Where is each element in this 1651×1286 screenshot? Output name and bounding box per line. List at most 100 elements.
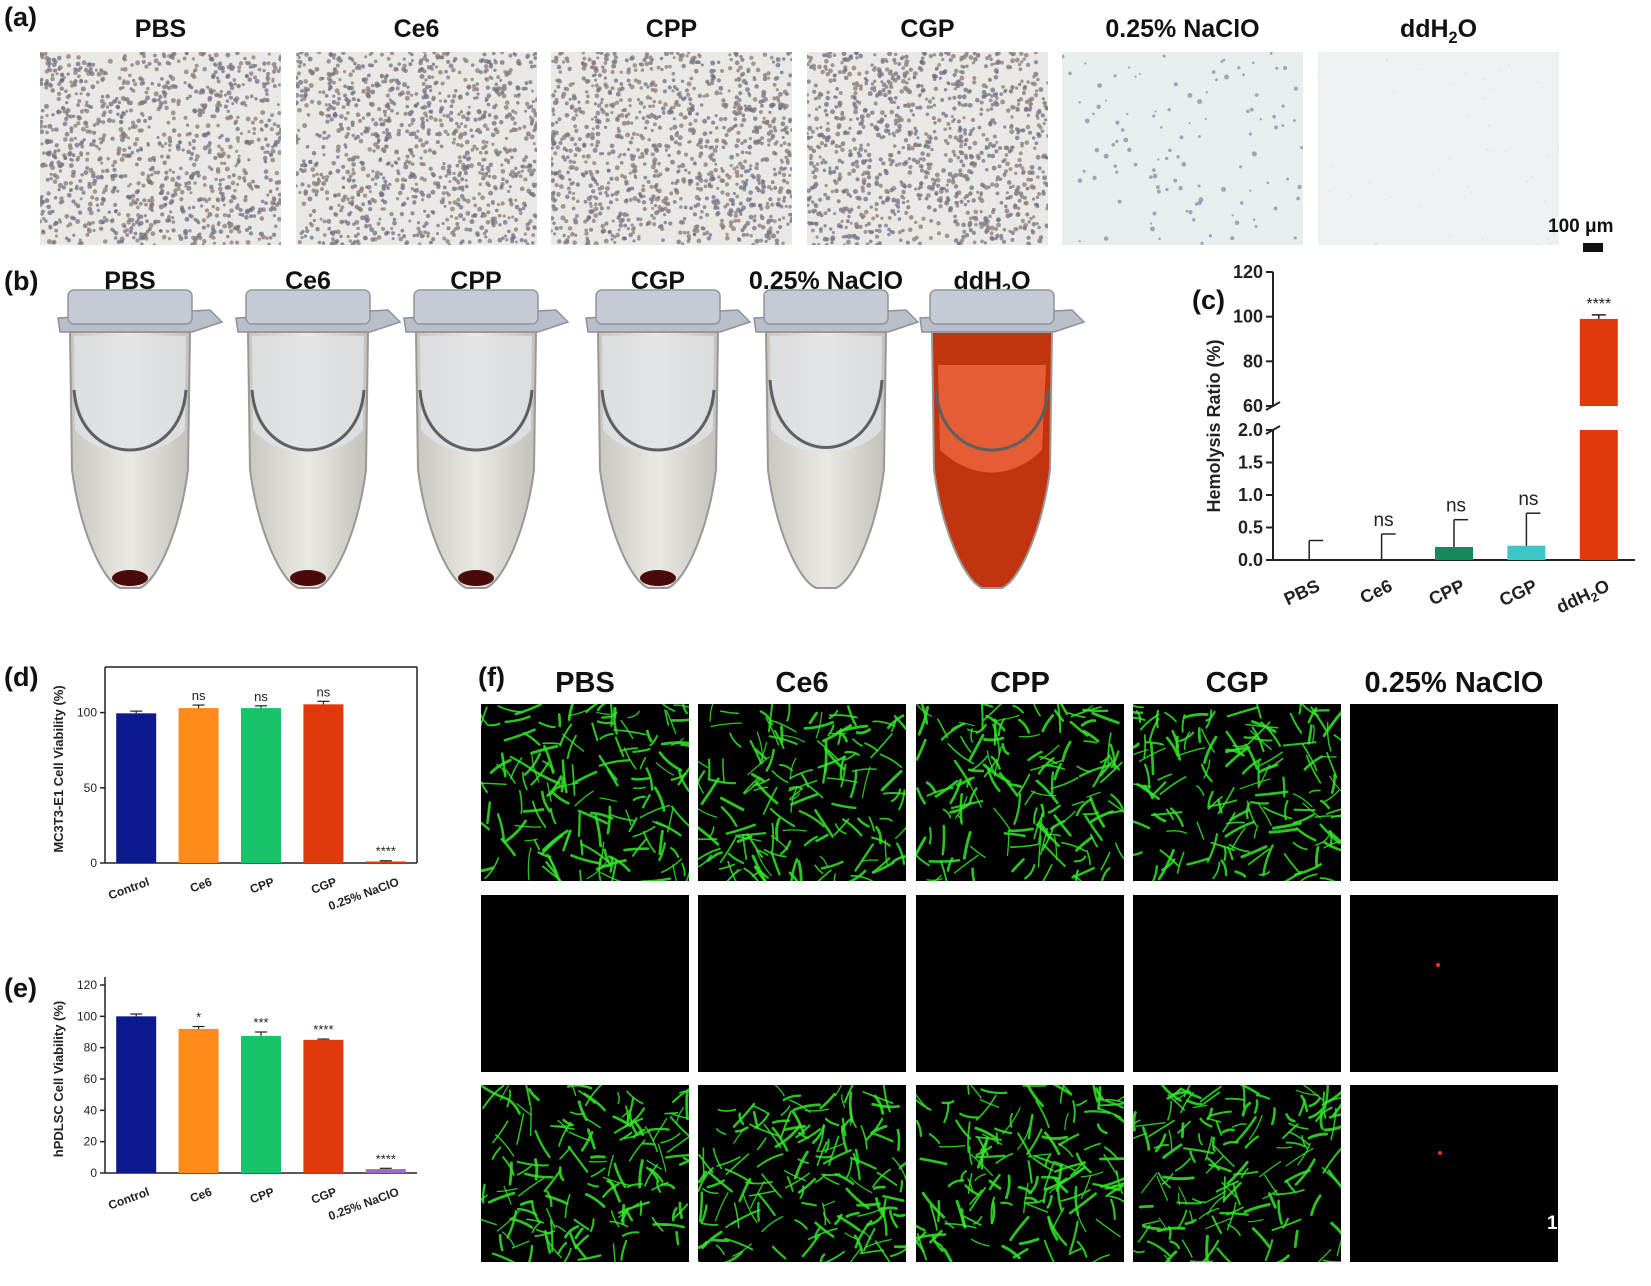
- chart-c-xtick-ddh2o: ddH2O: [1553, 575, 1614, 620]
- chart-d-mc3t3-viability: 0 50 100 MC3T3-E1 Cell Viability (%) Control…: [51, 666, 418, 913]
- panel-a-header-cgp: CGP: [900, 15, 955, 43]
- chart-e-ytick-80: 80: [84, 1041, 98, 1055]
- chart-c-sig-ce6: ns: [1374, 510, 1394, 531]
- tube-cgp: [585, 289, 752, 589]
- chart-e-ytick-0: 0: [90, 1166, 97, 1180]
- panel-a-label: (a): [4, 2, 37, 32]
- tube-0-25-naclo: [753, 289, 920, 589]
- panel-f-header-0-25-naclo: 0.25% NaClO: [1364, 667, 1544, 699]
- chart-d-bar-cgp: [303, 704, 344, 863]
- panel-f-image-row3-0-25-naclo: [1350, 1085, 1558, 1262]
- chart-e-ylabel: hPDLSC Cell Viability (%): [51, 1001, 66, 1158]
- chart-c-ylabel: Hemolysis Ratio (%): [1204, 339, 1224, 512]
- chart-d-ytick-50: 50: [84, 781, 98, 795]
- panel-f-image-row1-cgp: [1133, 704, 1341, 881]
- chart-d-bar-ce6: [178, 708, 219, 863]
- panel-f-image-row3-pbs: [481, 1085, 689, 1262]
- panel-a-micrograph-ce6: [296, 52, 537, 245]
- chart-d-sig-0-25-naclo: ****: [376, 844, 396, 859]
- chart-c-hemolysis: 60 80 100 120 0.0 0.5 1.0 1.5 2.0 Hemolysis Ratio…: [1204, 262, 1635, 620]
- panel-f-header-cgp: CGP: [1205, 667, 1269, 699]
- chart-d-ylabel: MC3T3-E1 Cell Viability (%): [51, 685, 66, 852]
- panel-f-image-row3-ce6: [698, 1085, 906, 1262]
- chart-d-bar-control: [116, 713, 157, 863]
- chart-c-ytick-upper-120: 120: [1233, 262, 1263, 282]
- chart-e-bar-ce6: [178, 1028, 219, 1173]
- chart-e-ytick-20: 20: [84, 1135, 98, 1149]
- chart-e-ytick-120: 120: [77, 978, 97, 992]
- panel-d-label: (d): [4, 662, 39, 692]
- chart-c-xtick-cgp: CGP: [1496, 575, 1540, 610]
- panel-a-header-ce6: Ce6: [393, 15, 440, 43]
- chart-d-sig-cpp: ns: [254, 689, 268, 704]
- chart-c-sig-ddh2o: ****: [1586, 296, 1611, 313]
- panel-a-micrograph-cgp: [807, 52, 1048, 245]
- chart-d-xtick-ce6: Ce6: [188, 875, 214, 896]
- chart-c-sig-cgp: ns: [1518, 489, 1538, 510]
- panel-b-label: (b): [4, 266, 39, 296]
- panel-f-image-row2-pbs: [481, 895, 689, 1072]
- panel-c-label: (c): [1192, 285, 1225, 315]
- chart-c-ytick-lower-1.0: 1.0: [1238, 485, 1263, 505]
- chart-e-sig-cpp: ***: [253, 1015, 268, 1030]
- chart-d-bar-cpp: [241, 708, 281, 863]
- chart-c-xtick-cpp: CPP: [1426, 575, 1468, 609]
- tube-cpp: [403, 289, 570, 589]
- panel-a-scalebar-label: 100 μm: [1548, 216, 1614, 237]
- panel-a-micrograph-pbs: [40, 52, 281, 245]
- chart-c-bar-ddh2o-upper: [1579, 318, 1618, 406]
- panel-a-header-pbs: PBS: [134, 15, 187, 43]
- panel-a-header-cpp: CPP: [645, 15, 698, 43]
- chart-c-bar-ddh2o: [1579, 430, 1618, 560]
- panel-f-label: (f): [478, 662, 505, 692]
- chart-c-ytick-upper-80: 80: [1243, 351, 1263, 371]
- panel-f-image-row1-0-25-naclo: [1350, 704, 1558, 881]
- panel-f-header-cpp: CPP: [990, 667, 1050, 699]
- chart-e-xtick-control: Control: [106, 1185, 151, 1213]
- panel-f-image-row3-cgp: [1133, 1085, 1341, 1262]
- panel-f-scalebar: [1583, 1240, 1603, 1251]
- chart-c-ytick-lower-2.0: 2.0: [1238, 420, 1263, 440]
- panel-a-micrograph-0-25-naclo: [1062, 52, 1303, 245]
- chart-c-ytick-lower-1.5: 1.5: [1238, 453, 1263, 473]
- panel-f-image-row3-cpp: [916, 1085, 1124, 1262]
- panel-a-scalebar: [1583, 243, 1603, 252]
- chart-c-ytick-upper-60: 60: [1243, 396, 1263, 416]
- panel-a-micrograph-cpp: [551, 52, 792, 245]
- chart-e-ytick-40: 40: [84, 1103, 98, 1117]
- chart-e-xtick-0-25-naclo: 0.25% NaClO: [326, 1185, 400, 1223]
- chart-c-ytick-lower-0.0: 0.0: [1238, 550, 1263, 570]
- chart-d-xtick-control: Control: [106, 875, 151, 903]
- chart-e-xtick-ce6: Ce6: [188, 1185, 214, 1206]
- panel-f-image-row2-ce6: [698, 895, 906, 1072]
- chart-c-xtick-pbs: PBS: [1281, 575, 1323, 609]
- chart-e-bar-cgp: [303, 1039, 344, 1173]
- chart-e-hpdlsc-viability: 0 20 40 60 80 100 120 hPDLSC Cell Viability (%)…: [51, 977, 417, 1223]
- chart-d-ytick-0: 0: [90, 856, 97, 870]
- panel-a-header-0-25-naclo: 0.25% NaClO: [1105, 15, 1260, 43]
- chart-c-xtick-ce6: Ce6: [1357, 575, 1395, 607]
- chart-e-sig-ce6: *: [196, 1010, 201, 1025]
- chart-d-sig-cgp: ns: [317, 684, 331, 699]
- chart-d-ytick-100: 100: [77, 706, 97, 720]
- panel-f-image-row1-ce6: [698, 704, 906, 881]
- panel-f-image-row1-pbs: [481, 704, 689, 881]
- panel-f-image-row2-cpp: [916, 895, 1124, 1072]
- chart-d-sig-ce6: ns: [192, 688, 206, 703]
- chart-d-bar-0-25-naclo: [365, 861, 406, 863]
- chart-c-bar-cgp: [1507, 545, 1546, 560]
- chart-e-ytick-100: 100: [77, 1009, 97, 1023]
- chart-d-xtick-cpp: CPP: [248, 875, 276, 897]
- panel-f-image-row2-0-25-naclo: [1350, 895, 1558, 1072]
- panel-f-scalebar-label: 100 μm: [1547, 1213, 1613, 1234]
- tube-pbs: [57, 289, 224, 589]
- chart-c-ytick-lower-0.5: 0.5: [1238, 518, 1263, 538]
- panel-a-header-ddh2o: ddH2O: [1399, 15, 1478, 47]
- chart-c-bar-cpp: [1435, 547, 1473, 560]
- panel-e-label: (e): [4, 973, 37, 1003]
- chart-e-xtick-cpp: CPP: [248, 1185, 276, 1207]
- panel-f-image-row2-cgp: [1133, 895, 1341, 1072]
- panel-a-micrograph-ddh2o: [1318, 52, 1559, 245]
- panel-f-image-row1-cpp: [916, 704, 1124, 881]
- chart-e-xtick-cgp: CGP: [309, 1185, 338, 1207]
